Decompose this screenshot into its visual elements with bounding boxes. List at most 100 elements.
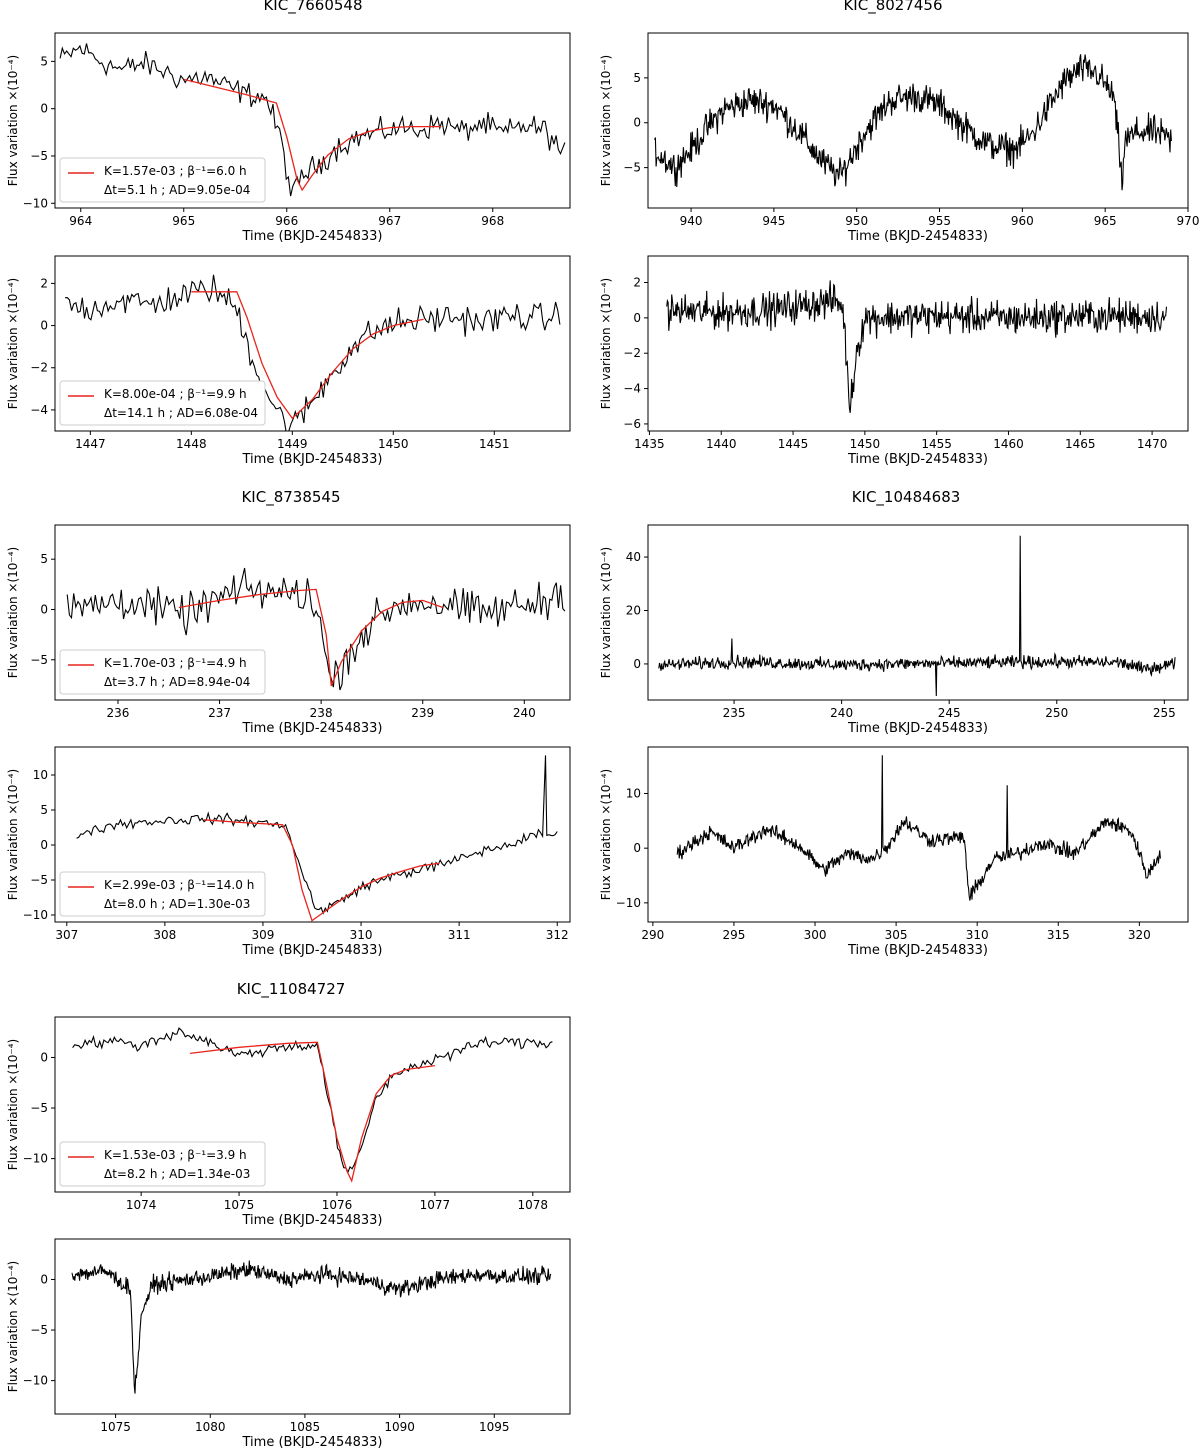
chart-title-kic-7660548: KIC_7660548: [263, 0, 362, 15]
panel-kic-7660548-zoom-ytick-label: −10: [23, 196, 48, 210]
panel-kic-7660548-zoom-ytick-label: 0: [40, 102, 48, 116]
panel-kic-7660548-full-xtick-label: 940: [680, 214, 703, 228]
panel-kic-8738545-full-xtick-label: 250: [1045, 706, 1068, 720]
panel-kic-11084727-zoom-legend-line-2: Δt=8.2 h ; AD=1.34e-03: [104, 1167, 250, 1181]
panel-kic-7660548-zoom-xtick-label: 966: [275, 214, 298, 228]
panel-kic-7660548-full-xtick-label: 965: [1094, 214, 1117, 228]
panel-kic-10484683-zoom-ytick-label: 10: [33, 768, 48, 782]
panel-kic-7660548-full-ylabel: Flux variation ×(10⁻⁴): [599, 55, 613, 186]
panel-kic-11084727-full-frame: [54, 1238, 571, 1415]
panel-kic-8027456-zoom-ylabel: Flux variation ×(10⁻⁴): [6, 278, 20, 409]
chart-title-kic-8027456: KIC_8027456: [843, 0, 942, 15]
panel-kic-7660548-zoom-legend-line-2: Δt=5.1 h ; AD=9.05e-04: [104, 183, 250, 197]
panel-kic-8027456-full-ytick-label: 2: [633, 276, 641, 290]
panel-kic-11084727-zoom-xlabel: Time (BKJD-2454833): [242, 1213, 383, 1228]
panel-kic-7660548-full-xlabel: Time (BKJD-2454833): [847, 229, 988, 244]
panel-kic-8027456-zoom-xlabel: Time (BKJD-2454833): [242, 452, 383, 467]
panel-kic-7660548-zoom-observed-series: [59, 43, 566, 197]
panel-kic-10484683-zoom-xtick-label: 312: [546, 928, 569, 942]
panel-kic-7660548-zoom-ylabel: Flux variation ×(10⁻⁴): [6, 55, 20, 186]
panel-kic-8738545-full-ylabel: Flux variation ×(10⁻⁴): [599, 547, 613, 678]
panel-kic-10484683-full-xtick-label: 310: [966, 928, 989, 942]
panel-kic-7660548-full-xtick-label: 960: [1011, 214, 1034, 228]
panel-kic-8738545-zoom-legend-box: [59, 649, 266, 695]
panel-kic-10484683-zoom-xtick-label: 308: [153, 928, 176, 942]
panel-kic-8027456-full-ytick-label: −6: [623, 417, 641, 431]
panel-kic-10484683-full-xtick-label: 315: [1047, 928, 1070, 942]
panel-kic-11084727-zoom-fit-series: [190, 1041, 435, 1183]
panel-kic-11084727-zoom-xtick-label: 1074: [126, 1198, 157, 1212]
panel-kic-10484683-zoom-ytick-label: 0: [40, 838, 48, 852]
panel-kic-8027456-full-xtick-label: 1440: [706, 437, 737, 451]
panel-kic-10484683-zoom: 307 308 309 310 311 312 −10 −5 0 5 10 Time (BKJD-24…: [6, 746, 571, 958]
panel-kic-8027456-full: 1435 1440 1445 1450 1455 1460 1465 1470 −6 −4 −2 0 2…: [599, 255, 1189, 467]
panel-kic-10484683-zoom-xtick-label: 309: [252, 928, 275, 942]
panel-kic-8738545-zoom-fit-series: [178, 588, 444, 687]
panel-kic-10484683-full-frame: [647, 746, 1189, 923]
panel-kic-10484683-full: 290 295 300 305 310 315 320 −10 0 10 Time (BKJD-24…: [599, 746, 1189, 958]
panel-kic-8027456-zoom-frame: [54, 255, 571, 432]
panel-kic-8027456-zoom-ytick-label: −4: [30, 403, 48, 417]
panel-kic-11084727-zoom-ylabel: Flux variation ×(10⁻⁴): [6, 1039, 20, 1170]
panel-kic-8738545-full-xtick-label: 235: [723, 706, 746, 720]
panel-kic-7660548-full-xtick-label: 945: [762, 214, 785, 228]
panel-kic-8738545-full-ytick-label: 0: [633, 657, 641, 671]
panel-kic-11084727-full-ylabel: Flux variation ×(10⁻⁴): [6, 1261, 20, 1392]
panel-kic-8027456-zoom-ytick-label: −2: [30, 361, 48, 375]
panel-kic-8027456-full-xtick-label: 1455: [921, 437, 952, 451]
panel-kic-11084727-zoom-xtick-label: 1075: [224, 1198, 255, 1212]
panel-kic-10484683-zoom-xtick-label: 311: [448, 928, 471, 942]
panel-kic-8027456-zoom-ytick-label: 2: [40, 276, 48, 290]
panel-kic-8027456-full-xtick-label: 1435: [634, 437, 665, 451]
panel-kic-8027456-zoom-xtick-label: 1450: [378, 437, 409, 451]
panel-kic-7660548-full-ytick-label: 0: [633, 116, 641, 130]
panel-kic-11084727-full-ytick-label: −10: [23, 1374, 48, 1388]
panel-kic-10484683-full-xtick-label: 320: [1128, 928, 1151, 942]
panel-kic-8027456-zoom-xtick-label: 1449: [277, 437, 308, 451]
panel-kic-8027456-zoom-fit-series: [191, 291, 424, 420]
panel-kic-8738545-full: 235 240 245 250 255 0 20 40 Time (BKJD-2454833) F…: [599, 524, 1189, 736]
panel-kic-8027456-zoom-xtick-label: 1451: [479, 437, 510, 451]
panel-kic-7660548-full-xtick-label: 970: [1177, 214, 1200, 228]
panel-kic-8027456-zoom-legend-box: [59, 380, 266, 426]
panel-kic-10484683-full-xtick-label: 295: [722, 928, 745, 942]
panel-kic-10484683-zoom-xtick-label: 307: [55, 928, 78, 942]
panel-kic-10484683-zoom-xtick-label: 310: [350, 928, 373, 942]
panel-kic-11084727-zoom-ytick-label: −10: [23, 1152, 48, 1166]
panel-kic-8738545-zoom-ytick-label: 0: [40, 602, 48, 616]
panel-kic-8738545-zoom: 236 237 238 239 240 −5 0 5 Time (BKJD-2454833) Fl…: [6, 524, 571, 736]
panel-kic-8738545-zoom-xtick-label: 239: [411, 706, 434, 720]
panel-kic-8738545-zoom-ylabel: Flux variation ×(10⁻⁴): [6, 547, 20, 678]
panel-kic-8027456-full-ytick-label: 0: [633, 311, 641, 325]
panel-kic-11084727-zoom-legend-box: [59, 1141, 266, 1187]
panel-kic-7660548-zoom-xlabel: Time (BKJD-2454833): [242, 229, 383, 244]
panel-kic-10484683-zoom-legend-line-1: K=2.99e-03 ; β⁻¹=14.0 h: [104, 878, 254, 892]
panel-kic-10484683-full-ytick-label: −10: [616, 896, 641, 910]
panel-kic-8738545-zoom-xtick-label: 240: [513, 706, 536, 720]
panel-kic-8027456-full-xtick-label: 1460: [993, 437, 1024, 451]
panel-kic-10484683-zoom-fit-series: [204, 819, 440, 922]
panel-kic-8027456-full-ytick-label: −2: [623, 346, 641, 360]
panel-kic-11084727-full-xtick-label: 1095: [479, 1420, 510, 1434]
panel-kic-10484683-zoom-ytick-label: −5: [30, 873, 48, 887]
panel-kic-8738545-full-ytick-label: 40: [626, 550, 641, 564]
panel-kic-8738545-zoom-legend-line-1: K=1.70e-03 ; β⁻¹=4.9 h: [104, 656, 247, 670]
panel-kic-7660548-zoom-legend: K=1.57e-03 ; β⁻¹=6.0 h Δt=5.1 h ; AD=9.05…: [59, 157, 266, 203]
panel-kic-8027456-full-xlabel: Time (BKJD-2454833): [847, 452, 988, 467]
panel-kic-10484683-full-xtick-label: 290: [641, 928, 664, 942]
panel-kic-7660548-zoom-fit-series: [183, 78, 442, 192]
panel-kic-10484683-full-observed-series: [676, 755, 1161, 901]
panel-kic-8738545-full-frame: [647, 524, 1189, 701]
panel-kic-7660548-full: 940 945 950 955 960 965 970 −5 0 5 Time (BKJD-2454…: [599, 32, 1200, 244]
panel-kic-8738545-zoom-ytick-label: −5: [30, 653, 48, 667]
panel-kic-10484683-full-xlabel: Time (BKJD-2454833): [847, 943, 988, 958]
panel-kic-10484683-zoom-legend: K=2.99e-03 ; β⁻¹=14.0 h Δt=8.0 h ; AD=1.3…: [59, 871, 266, 917]
panel-kic-10484683-full-ytick-label: 10: [626, 786, 641, 800]
panel-kic-8738545-full-ytick-label: 20: [626, 603, 641, 617]
panel-kic-8027456-zoom-legend-line-1: K=8.00e-04 ; β⁻¹=9.9 h: [104, 387, 247, 401]
panel-kic-10484683-full-xtick-label: 300: [804, 928, 827, 942]
panel-kic-7660548-full-frame: [647, 32, 1189, 209]
panel-kic-8027456-full-ytick-label: −4: [623, 382, 641, 396]
panel-kic-8027456-zoom-xtick-label: 1448: [176, 437, 207, 451]
